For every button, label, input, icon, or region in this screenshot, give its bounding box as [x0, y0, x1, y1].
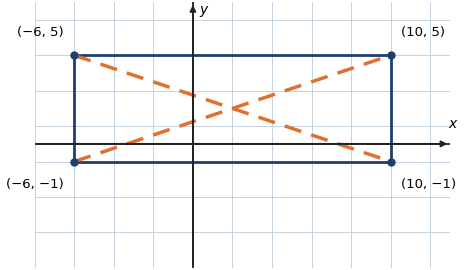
Text: x: x — [448, 117, 457, 131]
Text: y: y — [199, 3, 207, 17]
Text: (10, −1): (10, −1) — [401, 178, 456, 191]
Text: (−6, −1): (−6, −1) — [6, 178, 64, 191]
Text: (−6, 5): (−6, 5) — [17, 26, 64, 39]
Text: (10, 5): (10, 5) — [401, 26, 445, 39]
